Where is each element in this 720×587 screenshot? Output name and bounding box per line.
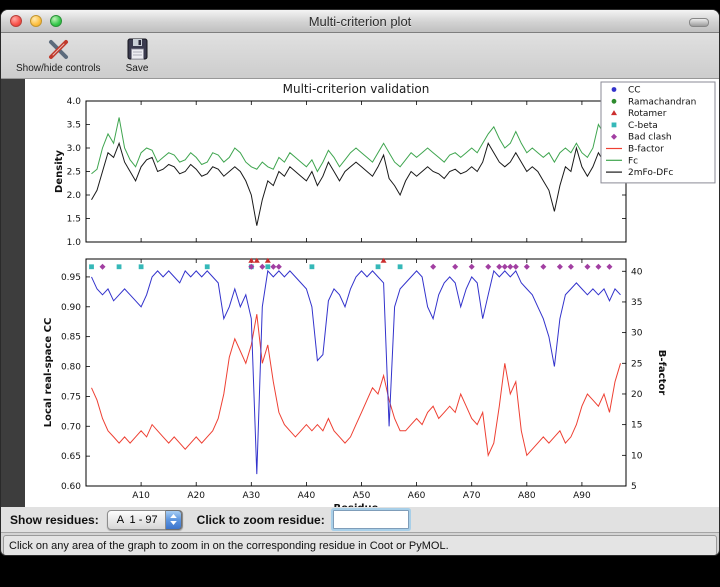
svg-text:C-beta: C-beta [628, 121, 658, 131]
minimize-button[interactable] [30, 15, 42, 27]
svg-text:0.75: 0.75 [61, 392, 81, 402]
figure-area: Multi-criterion validation 1.0 1.5 2.0 2.5 3.… [1, 79, 719, 507]
multi-criterion-plot[interactable]: Multi-criterion validation 1.0 1.5 2.0 2.5 3.… [25, 79, 720, 507]
zoom-residue-input[interactable] [332, 510, 409, 529]
svg-text:0.70: 0.70 [61, 422, 81, 432]
plot-title: Multi-criterion validation [283, 82, 430, 96]
tools-icon [48, 40, 68, 59]
svg-text:A20: A20 [187, 491, 205, 501]
residue-range-select[interactable]: A 1 - 97 [106, 509, 183, 530]
svg-text:Bad clash: Bad clash [628, 133, 672, 143]
svg-text:A70: A70 [463, 491, 481, 501]
titlebar[interactable]: Multi-criterion plot [1, 10, 719, 33]
window-title: Multi-criterion plot [308, 13, 412, 29]
svg-text:2.5: 2.5 [67, 168, 81, 178]
controls-bar: Show residues: A 1 - 97 Click to zoom re… [1, 507, 719, 533]
svg-text:20: 20 [631, 390, 643, 400]
svg-text:0.80: 0.80 [61, 363, 81, 373]
svg-text:35: 35 [631, 298, 642, 308]
save-button[interactable]: Save [122, 36, 153, 75]
show-hide-controls-button[interactable]: Show/hide controls [13, 36, 104, 75]
svg-text:30: 30 [631, 329, 643, 339]
svg-text:A40: A40 [298, 491, 316, 501]
svg-text:4.0: 4.0 [67, 97, 82, 107]
svg-text:A80: A80 [518, 491, 536, 501]
residue-xlabel: Residue [334, 503, 379, 507]
save-icon [127, 38, 147, 60]
svg-text:15: 15 [631, 421, 642, 431]
svg-text:B-factor: B-factor [628, 145, 664, 155]
svg-text:2.0: 2.0 [67, 191, 82, 201]
axes [85, 100, 627, 487]
svg-text:1.0: 1.0 [67, 238, 82, 248]
svg-text:0.60: 0.60 [61, 482, 81, 492]
cc-line [91, 269, 621, 475]
svg-text:1.5: 1.5 [67, 215, 81, 225]
show-residues-label: Show residues: [10, 512, 99, 527]
svg-text:A10: A10 [132, 491, 150, 501]
svg-text:A50: A50 [353, 491, 371, 501]
svg-text:3.0: 3.0 [67, 144, 82, 154]
svg-text:0.95: 0.95 [61, 273, 81, 283]
svg-text:Fc: Fc [628, 156, 638, 166]
top-subplot: 1.0 1.5 2.0 2.5 3.0 3.5 4.0 Density [54, 97, 626, 248]
popup-stepper-icon [164, 509, 182, 530]
svg-text:0.85: 0.85 [61, 333, 81, 343]
Fc-line [91, 117, 621, 175]
zoom-window-button[interactable] [50, 15, 62, 27]
svg-text:Rotamer: Rotamer [628, 109, 667, 119]
svg-text:A30: A30 [243, 491, 261, 501]
multi-criterion-plot-window: Multi-criterion plot Show/hide controls … [0, 9, 720, 556]
svg-text:25: 25 [631, 359, 642, 369]
traffic-lights [10, 15, 62, 27]
svg-text:A90: A90 [573, 491, 591, 501]
density-ylabel: Density [54, 150, 65, 193]
svg-text:CC: CC [628, 86, 641, 96]
cc-ylabel: Local real-space CC [43, 318, 54, 428]
svg-text:2mFo-DFc: 2mFo-DFc [628, 168, 673, 178]
residue-range-value: A 1 - 97 [116, 513, 158, 526]
status-text: Click on any area of the graph to zoom i… [9, 539, 449, 552]
2mFo-DFc-line [91, 141, 621, 226]
bfactor-ylabel: B-factor [656, 350, 667, 395]
svg-text:3.5: 3.5 [67, 121, 81, 131]
plot-canvas: Multi-criterion validation 1.0 1.5 2.0 2.5 3.… [25, 79, 720, 507]
svg-text:40: 40 [631, 267, 643, 277]
zoom-residue-label: Click to zoom residue: [196, 512, 325, 527]
svg-text:0.90: 0.90 [61, 303, 81, 313]
bottom-subplot: 0.60 0.65 0.70 0.75 0.80 0.85 0.90 0.95 5 10 15 20 2… [43, 259, 667, 507]
status-bar: Click on any area of the graph to zoom i… [3, 535, 717, 555]
toolbar: Show/hide controls Save [1, 33, 719, 79]
outlier-markers [89, 257, 613, 270]
svg-text:A60: A60 [408, 491, 426, 501]
toolbar-toggle-button[interactable] [689, 18, 709, 27]
toolbar-button-label: Show/hide controls [16, 63, 101, 74]
toolbar-button-label: Save [125, 63, 149, 74]
svg-text:0.65: 0.65 [61, 452, 81, 462]
svg-text:10: 10 [631, 451, 643, 461]
svg-text:5: 5 [631, 482, 637, 492]
svg-text:Ramachandran: Ramachandran [628, 97, 696, 107]
bfactor-line [91, 314, 621, 458]
close-button[interactable] [10, 15, 22, 27]
